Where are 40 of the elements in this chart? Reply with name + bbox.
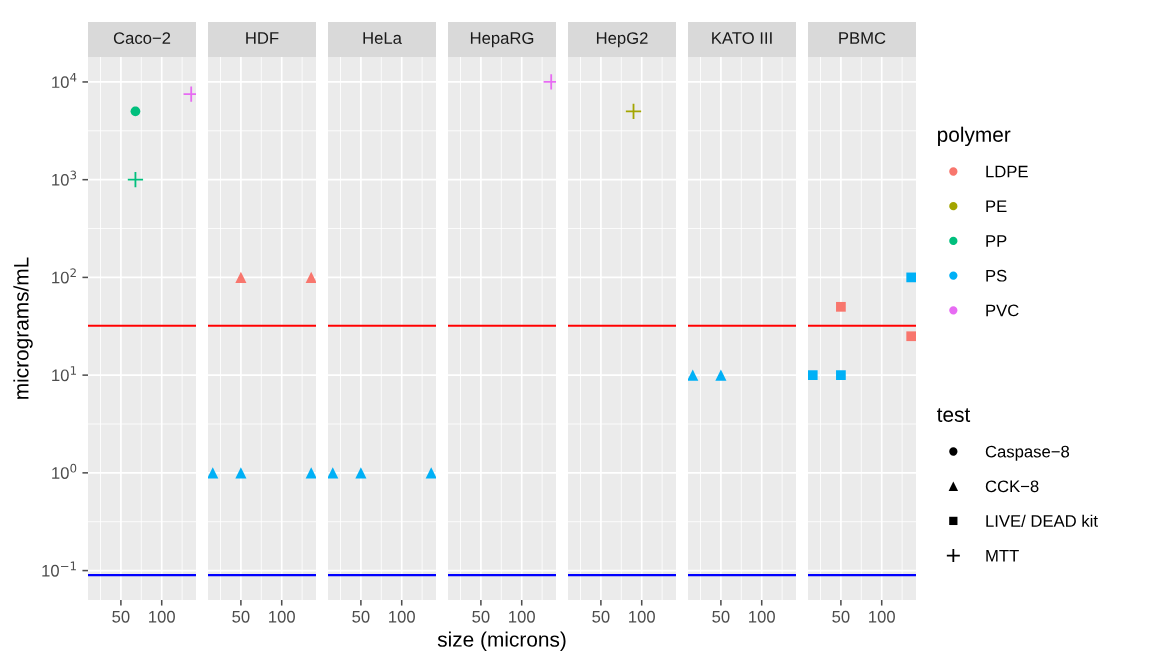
y-tick-label: 10$^{4}$ [52,72,77,89]
legend-label: LIVE/ DEAD kit [986,514,1098,527]
x-tick-label: 50 [352,610,370,623]
x-tick-label: 100 [749,610,775,623]
chart-title: HepaRG [470,32,534,48]
legend-label: CCK−8 [985,480,1039,493]
x-tick-label: 50 [832,610,850,623]
legend-label: MTT [986,549,1019,562]
x-tick-label: 50 [592,610,610,623]
y-tick-label: 10$^{1}$ [52,366,76,382]
x-tick-label: 100 [509,610,535,623]
x-tick-label: 50 [232,610,250,623]
chart-title: PBMC [839,32,886,44]
x-tick-label: 50 [712,610,730,623]
legend-title: test [936,408,971,422]
y-tick-label: 10$^{0}$ [52,463,77,479]
x-tick-label: 50 [112,610,130,623]
y-tick-label: 10$^{2}$ [52,268,76,284]
x-tick-label: 100 [269,610,295,623]
x-tick-label: 100 [629,610,655,623]
legend-label: PP [986,235,1007,247]
chart-title: HeLa [363,32,402,44]
x-axis-title: size (microns) [437,631,566,651]
x-tick-label: 50 [472,610,490,623]
chart-title: KATO III [712,32,772,44]
legend-label: LDPE [986,165,1028,178]
y-tick-label: 10$^{3}$ [52,170,77,186]
legend-title: polymer [938,126,1011,147]
legend-label: PS [986,269,1007,282]
y-axis-title: micrograms/mL [13,257,33,399]
x-tick-label: 100 [389,610,415,623]
legend-label: PVC [986,304,1019,317]
y-tick-label: 10$^{−1}$ [42,561,76,577]
legend-label: Caspase−8 [985,445,1070,461]
chart-title: HepG2 [596,32,648,48]
chart-title: Caco−2 [113,32,171,44]
legend-label: PE [986,200,1007,213]
chart-title: HDF [246,32,279,44]
x-tick-label: 100 [149,610,175,623]
x-tick-label: 100 [869,610,895,623]
